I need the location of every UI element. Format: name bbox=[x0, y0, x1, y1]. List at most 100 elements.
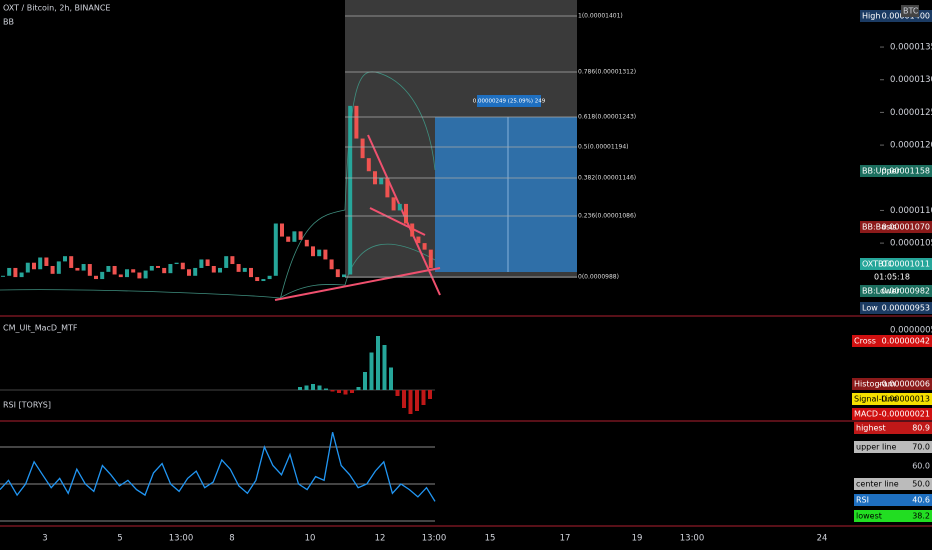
candle bbox=[143, 270, 148, 279]
badge-bg bbox=[860, 302, 932, 314]
candle bbox=[19, 272, 24, 278]
currency-bg bbox=[901, 5, 919, 17]
candle bbox=[230, 256, 235, 265]
badge-label: Cross bbox=[854, 337, 876, 346]
candle bbox=[199, 259, 204, 268]
histogram-bar bbox=[363, 372, 367, 390]
candle bbox=[162, 267, 167, 274]
badge-label: Low bbox=[862, 304, 878, 313]
y-tick-label: 0.00001350 bbox=[890, 43, 932, 53]
badge-bg bbox=[854, 441, 932, 453]
candle bbox=[323, 249, 328, 260]
candle bbox=[7, 267, 12, 276]
badge-bg bbox=[852, 393, 932, 405]
badge-label: center line bbox=[856, 480, 899, 489]
candle bbox=[106, 265, 111, 272]
badge-bg bbox=[854, 478, 932, 490]
candle bbox=[366, 158, 371, 172]
candle bbox=[391, 197, 396, 211]
x-tick-label: 15 bbox=[485, 534, 496, 544]
candle bbox=[342, 274, 346, 278]
indicator: BB bbox=[3, 18, 14, 27]
badge-bg bbox=[852, 408, 932, 420]
histogram-bar bbox=[389, 367, 393, 390]
badge-label: OXTBTC bbox=[862, 260, 894, 269]
badge-bg bbox=[854, 422, 932, 434]
badge-value: 0.00001158 bbox=[882, 167, 930, 176]
histogram-bar bbox=[324, 388, 328, 390]
x-tick-label: 5 bbox=[117, 534, 122, 544]
macd-title: CM_Ult_MacD_MTF bbox=[3, 324, 78, 333]
badge-label: highest bbox=[856, 424, 886, 433]
candle bbox=[137, 272, 142, 279]
candle bbox=[193, 267, 198, 276]
badge-label: lowest bbox=[856, 512, 882, 521]
fib-label: 0.382(0.00001146) bbox=[578, 175, 636, 182]
badge-bg bbox=[854, 510, 932, 522]
candle bbox=[397, 203, 402, 211]
candle bbox=[94, 275, 98, 280]
histogram-bar bbox=[343, 390, 348, 395]
y-tick-label: 0.00001100 bbox=[890, 206, 932, 216]
x-tick-label: 3 bbox=[42, 534, 47, 544]
candle bbox=[81, 264, 86, 271]
candle bbox=[360, 138, 365, 159]
x-tick-label: 17 bbox=[560, 534, 571, 544]
candle bbox=[236, 264, 241, 272]
y-tick-label: 0.00001250 bbox=[890, 108, 932, 118]
candle bbox=[298, 231, 303, 240]
histogram-bar bbox=[421, 390, 426, 405]
candle bbox=[286, 236, 291, 242]
candle bbox=[242, 267, 247, 272]
histogram-bar bbox=[428, 390, 432, 399]
histogram-bar bbox=[382, 345, 387, 390]
histogram-bar bbox=[337, 390, 341, 393]
candle bbox=[255, 277, 260, 282]
badge-bg bbox=[860, 221, 932, 233]
candle bbox=[410, 223, 415, 237]
badge-value: 38.2 bbox=[912, 512, 930, 521]
badge-value: 0.00000953 bbox=[882, 304, 930, 313]
candle bbox=[280, 223, 284, 237]
candle bbox=[311, 246, 315, 257]
badge-bg bbox=[860, 165, 932, 177]
histogram-bar bbox=[350, 390, 354, 393]
histogram-bar bbox=[317, 385, 322, 390]
badge-bg bbox=[860, 258, 932, 270]
fib-label: 0.786(0.00001312) bbox=[578, 69, 636, 76]
badge-bg bbox=[854, 494, 932, 506]
y-tick-label: 0.00001300 bbox=[890, 75, 932, 85]
histogram-bar bbox=[356, 387, 361, 390]
candle bbox=[50, 265, 55, 274]
x-tick-label: 13:00 bbox=[169, 534, 194, 544]
badge-value: 0.00000982 bbox=[882, 287, 930, 296]
badge-bg bbox=[860, 285, 932, 297]
x-tick-label: 8 bbox=[229, 534, 234, 544]
y-tick-label: 0.00001050 bbox=[890, 239, 932, 249]
candle bbox=[422, 243, 427, 250]
candle bbox=[156, 265, 160, 268]
candle bbox=[404, 203, 408, 224]
candle bbox=[329, 259, 334, 270]
fib-label: 0.236(0.00001086) bbox=[578, 213, 636, 220]
badge-value: 50.0 bbox=[912, 480, 930, 489]
candle bbox=[205, 259, 210, 266]
candle bbox=[69, 256, 74, 268]
countdown: 01:05:18 bbox=[874, 273, 910, 282]
bb-lower bbox=[0, 243, 436, 299]
trend-line bbox=[274, 267, 441, 301]
candle bbox=[218, 267, 222, 273]
x-tick-label: 24 bbox=[817, 534, 828, 544]
x-tick-label: 10 bbox=[305, 534, 316, 544]
fib-label: 1(0.00001401) bbox=[578, 13, 623, 20]
candle bbox=[267, 275, 272, 280]
badge-value: 70.0 bbox=[912, 443, 930, 452]
macd-tick: 0.00000050 bbox=[890, 326, 932, 336]
candle bbox=[174, 262, 179, 265]
candle bbox=[335, 269, 340, 278]
histogram-bar bbox=[298, 387, 302, 390]
candle bbox=[292, 231, 297, 242]
badge-value: 0.00001070 bbox=[882, 223, 930, 232]
candle bbox=[416, 236, 421, 244]
